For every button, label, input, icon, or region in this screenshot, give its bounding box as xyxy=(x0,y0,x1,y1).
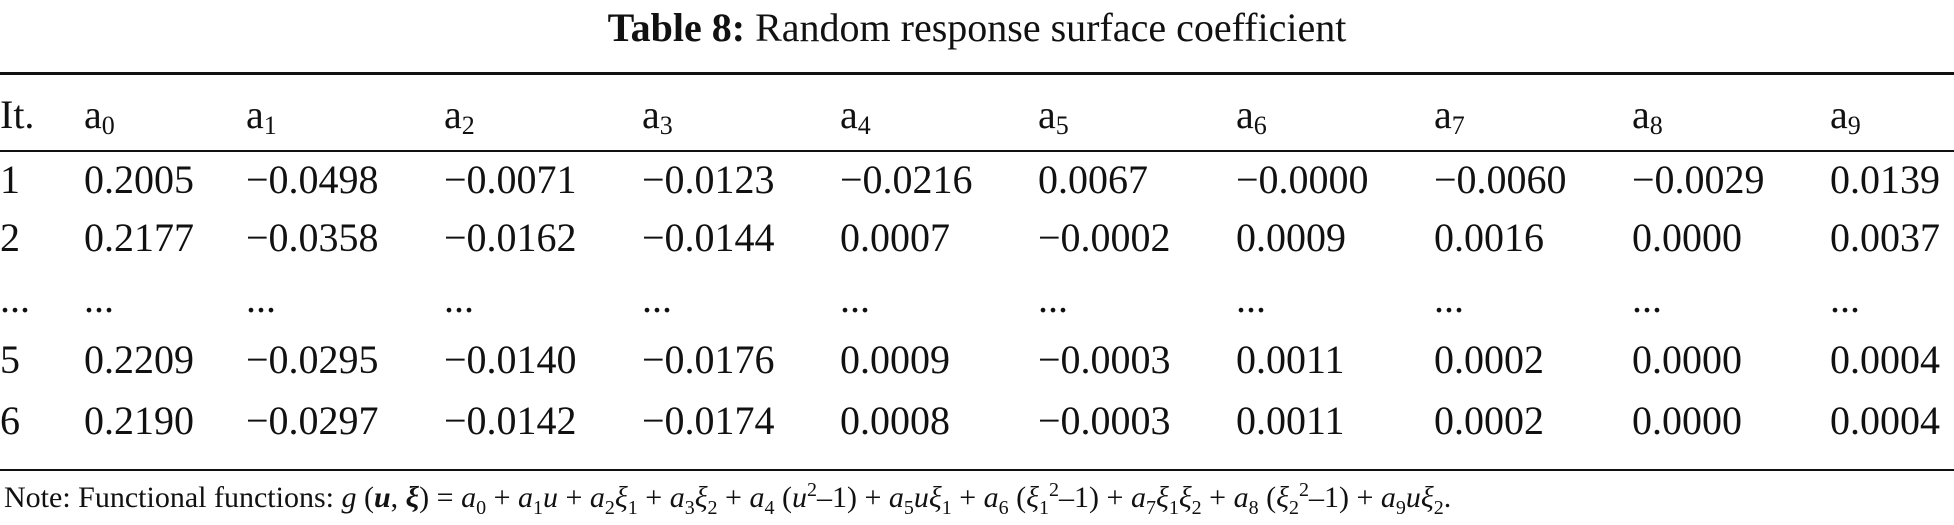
note-prefix: Note: Functional functions: xyxy=(4,481,342,514)
bottom-rule xyxy=(0,469,1954,471)
table-row: 1 0.2005 −0.0498 −0.0071 −0.0123 −0.0216… xyxy=(0,146,1954,207)
cell-a3: −0.0123 xyxy=(642,157,775,202)
cell-a4: 0.0008 xyxy=(840,398,950,443)
table-row: 5 0.2209 −0.0295 −0.0140 −0.0176 0.0009 … xyxy=(0,329,1954,390)
header-a0: a0 xyxy=(84,91,115,140)
cell-a4: 0.0007 xyxy=(840,215,950,260)
header-a6: a6 xyxy=(1236,91,1267,140)
cell-iteration: 5 xyxy=(0,337,20,382)
cell-a0: 0.2005 xyxy=(84,157,194,202)
cell-iteration: 1 xyxy=(0,157,20,202)
table-row: 6 0.2190 −0.0297 −0.0142 −0.0174 0.0008 … xyxy=(0,390,1954,451)
header-a4: a4 xyxy=(840,91,871,140)
header-a1: a1 xyxy=(246,91,277,140)
cell-a2: −0.0140 xyxy=(444,337,577,382)
header-a3: a3 xyxy=(642,91,673,140)
caption-label: Table 8: xyxy=(607,5,746,50)
cell-a9: ... xyxy=(1830,276,1860,321)
cell-iteration: ... xyxy=(0,276,30,321)
cell-a5: −0.0003 xyxy=(1038,398,1171,443)
cell-a8: 0.0000 xyxy=(1632,215,1742,260)
cell-a1: −0.0295 xyxy=(246,337,379,382)
table-note: Note: Functional functions: g (u, ξ) = a… xyxy=(4,479,1452,519)
header-row: It. a0 a1 a2 a3 a4 a5 a6 a7 a8 a9 xyxy=(0,82,1954,146)
cell-a2: −0.0162 xyxy=(444,215,577,260)
table-row: ... ... ... ... ... ... ... ... ... ... … xyxy=(0,268,1954,329)
table-row: 2 0.2177 −0.0358 −0.0162 −0.0144 0.0007 … xyxy=(0,207,1954,268)
cell-a8: 0.0000 xyxy=(1632,337,1742,382)
cell-a9: 0.0139 xyxy=(1830,157,1940,202)
cell-a6: 0.0011 xyxy=(1236,337,1345,382)
cell-a3: −0.0174 xyxy=(642,398,775,443)
cell-a6: ... xyxy=(1236,276,1266,321)
cell-a7: 0.0002 xyxy=(1434,398,1544,443)
caption-title: Random response surface coefficient xyxy=(755,5,1347,50)
header-a8: a8 xyxy=(1632,91,1663,140)
cell-a6: 0.0009 xyxy=(1236,215,1346,260)
cell-a1: −0.0358 xyxy=(246,215,379,260)
header-iteration: It. xyxy=(0,91,35,137)
cell-a6: 0.0011 xyxy=(1236,398,1345,443)
coefficient-table: It. a0 a1 a2 a3 a4 a5 a6 a7 a8 a9 1 0.20… xyxy=(0,82,1954,451)
cell-a1: −0.0297 xyxy=(246,398,379,443)
cell-a0: 0.2177 xyxy=(84,215,194,260)
cell-a1: ... xyxy=(246,276,276,321)
cell-a0: 0.2209 xyxy=(84,337,194,382)
cell-a3: −0.0144 xyxy=(642,215,775,260)
cell-a6: −0.0000 xyxy=(1236,157,1369,202)
cell-a2: −0.0071 xyxy=(444,157,577,202)
cell-a0: 0.2190 xyxy=(84,398,194,443)
cell-a8: ... xyxy=(1632,276,1662,321)
cell-a5: ... xyxy=(1038,276,1068,321)
cell-a9: 0.0037 xyxy=(1830,215,1940,260)
cell-a5: 0.0067 xyxy=(1038,157,1148,202)
note-formula: g xyxy=(341,481,357,514)
cell-a3: −0.0176 xyxy=(642,337,775,382)
cell-a9: 0.0004 xyxy=(1830,398,1940,443)
cell-a3: ... xyxy=(642,276,672,321)
top-rule xyxy=(0,72,1954,75)
cell-a1: −0.0498 xyxy=(246,157,379,202)
header-a9: a9 xyxy=(1830,91,1861,140)
cell-a4: ... xyxy=(840,276,870,321)
cell-a8: 0.0000 xyxy=(1632,398,1742,443)
cell-a4: −0.0216 xyxy=(840,157,973,202)
header-rule xyxy=(0,150,1954,152)
cell-iteration: 2 xyxy=(0,215,20,260)
cell-a2: −0.0142 xyxy=(444,398,577,443)
header-a2: a2 xyxy=(444,91,475,140)
cell-a4: 0.0009 xyxy=(840,337,950,382)
header-a7: a7 xyxy=(1434,91,1465,140)
cell-iteration: 6 xyxy=(0,398,20,443)
cell-a5: −0.0003 xyxy=(1038,337,1171,382)
header-a5: a5 xyxy=(1038,91,1069,140)
cell-a7: 0.0002 xyxy=(1434,337,1544,382)
cell-a9: 0.0004 xyxy=(1830,337,1940,382)
cell-a5: −0.0002 xyxy=(1038,215,1171,260)
cell-a0: ... xyxy=(84,276,114,321)
cell-a7: ... xyxy=(1434,276,1464,321)
cell-a8: −0.0029 xyxy=(1632,157,1765,202)
cell-a2: ... xyxy=(444,276,474,321)
table-caption: Table 8: Random response surface coeffic… xyxy=(0,4,1954,52)
cell-a7: −0.0060 xyxy=(1434,157,1567,202)
cell-a7: 0.0016 xyxy=(1434,215,1544,260)
